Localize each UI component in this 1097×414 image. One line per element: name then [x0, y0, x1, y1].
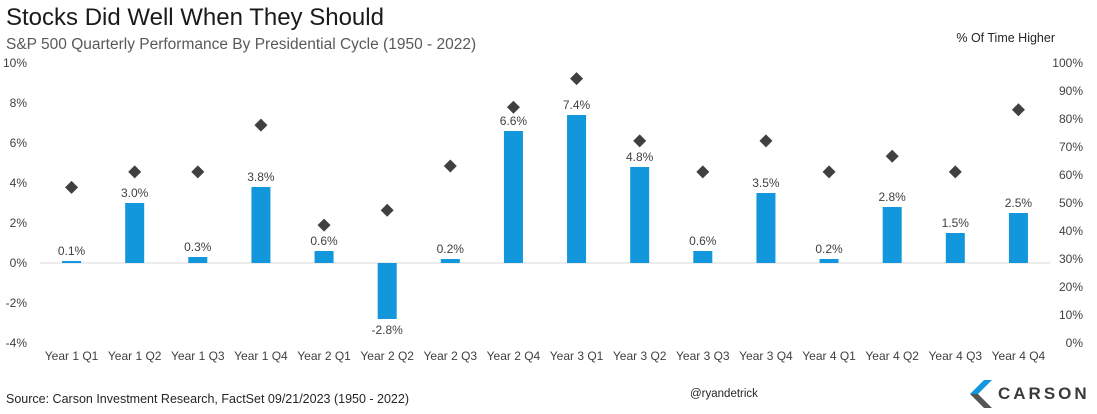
- percent-higher-marker: [570, 72, 584, 86]
- bar-data-label: -2.8%: [372, 323, 404, 337]
- y2-tick-label: 100%: [1052, 56, 1083, 70]
- bar: [188, 257, 208, 263]
- bar-data-label: 0.2%: [437, 242, 465, 256]
- bar-data-label: 6.6%: [500, 114, 528, 128]
- bar-data-label: 0.6%: [310, 234, 338, 248]
- x-tick-label: Year 1 Q3: [171, 349, 225, 363]
- y-tick-label: 0%: [10, 256, 28, 270]
- percent-higher-marker: [380, 203, 394, 217]
- percent-higher-marker: [759, 134, 773, 148]
- y-tick-label: -2%: [6, 296, 28, 310]
- percent-higher-marker: [65, 180, 79, 194]
- x-tick-label: Year 2 Q2: [360, 349, 414, 363]
- chart-subtitle: S&P 500 Quarterly Performance By Preside…: [6, 36, 477, 53]
- percent-higher-marker: [317, 218, 331, 232]
- bar-data-label: 3.8%: [247, 170, 275, 184]
- y-tick-label: -4%: [6, 336, 28, 350]
- percent-higher-marker: [633, 134, 647, 148]
- bar: [630, 167, 650, 263]
- y2-tick-label: 40%: [1059, 224, 1083, 238]
- percent-higher-marker: [1011, 103, 1025, 117]
- bar-data-label: 3.0%: [121, 186, 149, 200]
- y2-tick-label: 30%: [1059, 252, 1083, 266]
- y2-tick-label: 60%: [1059, 168, 1083, 182]
- bar-data-label: 0.2%: [815, 242, 843, 256]
- bar-data-label: 0.3%: [184, 240, 212, 254]
- percent-higher-marker: [822, 165, 836, 179]
- bar: [819, 259, 839, 263]
- y-tick-label: 6%: [10, 136, 28, 150]
- bar-data-label: 2.8%: [879, 190, 907, 204]
- bar: [693, 251, 713, 263]
- carson-logo-mark-icon: [970, 380, 992, 408]
- bar: [62, 261, 82, 263]
- chart-title: Stocks Did Well When They Should: [6, 4, 384, 31]
- x-tick-label: Year 4 Q4: [992, 349, 1046, 363]
- y2-tick-label: 0%: [1066, 336, 1084, 350]
- bar: [756, 193, 776, 263]
- bar-data-label: 3.5%: [752, 176, 780, 190]
- bar: [377, 263, 397, 319]
- y2-tick-label: 80%: [1059, 112, 1083, 126]
- bar-chart: -4% -2% 0% 2% 4% 6% 8% 10% 0% 10% 20% 30% 40% 50% 60% 7…: [3, 56, 1084, 363]
- logo-text: CARSON: [998, 384, 1090, 403]
- x-tick-label: Year 1 Q2: [108, 349, 162, 363]
- y2-tick-label: 10%: [1059, 308, 1083, 322]
- y2-tick-label: 90%: [1059, 84, 1083, 98]
- source-note: Source: Carson Investment Research, Fact…: [6, 392, 410, 406]
- bar: [945, 233, 965, 263]
- y-tick-label: 2%: [10, 216, 28, 230]
- bar: [503, 131, 523, 263]
- x-tick-label: Year 3 Q4: [739, 349, 793, 363]
- bar-data-label: 0.1%: [58, 244, 86, 258]
- x-tick-label: Year 1 Q4: [234, 349, 288, 363]
- x-tick-label: Year 3 Q3: [676, 349, 730, 363]
- bar: [251, 187, 271, 263]
- y2-tick-label: 50%: [1059, 196, 1083, 210]
- x-tick-label: Year 4 Q1: [802, 349, 856, 363]
- right-axis-title: % Of Time Higher: [956, 31, 1055, 45]
- x-tick-label: Year 3 Q2: [613, 349, 667, 363]
- bar: [567, 115, 587, 263]
- y2-tick-label: 20%: [1059, 280, 1083, 294]
- y-tick-label: 10%: [3, 56, 27, 70]
- bar-data-label: 2.5%: [1005, 196, 1033, 210]
- bar: [314, 251, 334, 263]
- carson-logo: CARSON: [970, 378, 1092, 410]
- percent-higher-marker: [191, 165, 205, 179]
- percent-higher-marker: [948, 165, 962, 179]
- x-tick-label: Year 2 Q1: [297, 349, 351, 363]
- y2-tick-label: 70%: [1059, 140, 1083, 154]
- percent-higher-marker: [128, 165, 142, 179]
- bar-data-label: 1.5%: [942, 216, 970, 230]
- bar: [882, 207, 902, 263]
- percent-higher-marker: [254, 118, 268, 132]
- bar: [440, 259, 460, 263]
- author-handle: @ryandetrick: [690, 388, 758, 400]
- bar: [125, 203, 145, 263]
- x-tick-label: Year 4 Q3: [929, 349, 983, 363]
- percent-higher-marker: [443, 159, 457, 173]
- percent-higher-marker: [506, 100, 520, 114]
- bar-data-label: 7.4%: [563, 98, 591, 112]
- bar-data-label: 0.6%: [689, 234, 717, 248]
- x-tick-label: Year 3 Q1: [550, 349, 604, 363]
- x-tick-label: Year 1 Q1: [45, 349, 99, 363]
- bar: [1008, 213, 1028, 263]
- percent-higher-marker: [696, 165, 710, 179]
- bar-data-label: 4.8%: [626, 150, 654, 164]
- x-tick-label: Year 4 Q2: [865, 349, 919, 363]
- y-tick-label: 8%: [10, 96, 28, 110]
- x-tick-label: Year 2 Q3: [424, 349, 478, 363]
- percent-higher-marker: [885, 149, 899, 163]
- y-tick-label: 4%: [10, 176, 28, 190]
- x-tick-label: Year 2 Q4: [487, 349, 541, 363]
